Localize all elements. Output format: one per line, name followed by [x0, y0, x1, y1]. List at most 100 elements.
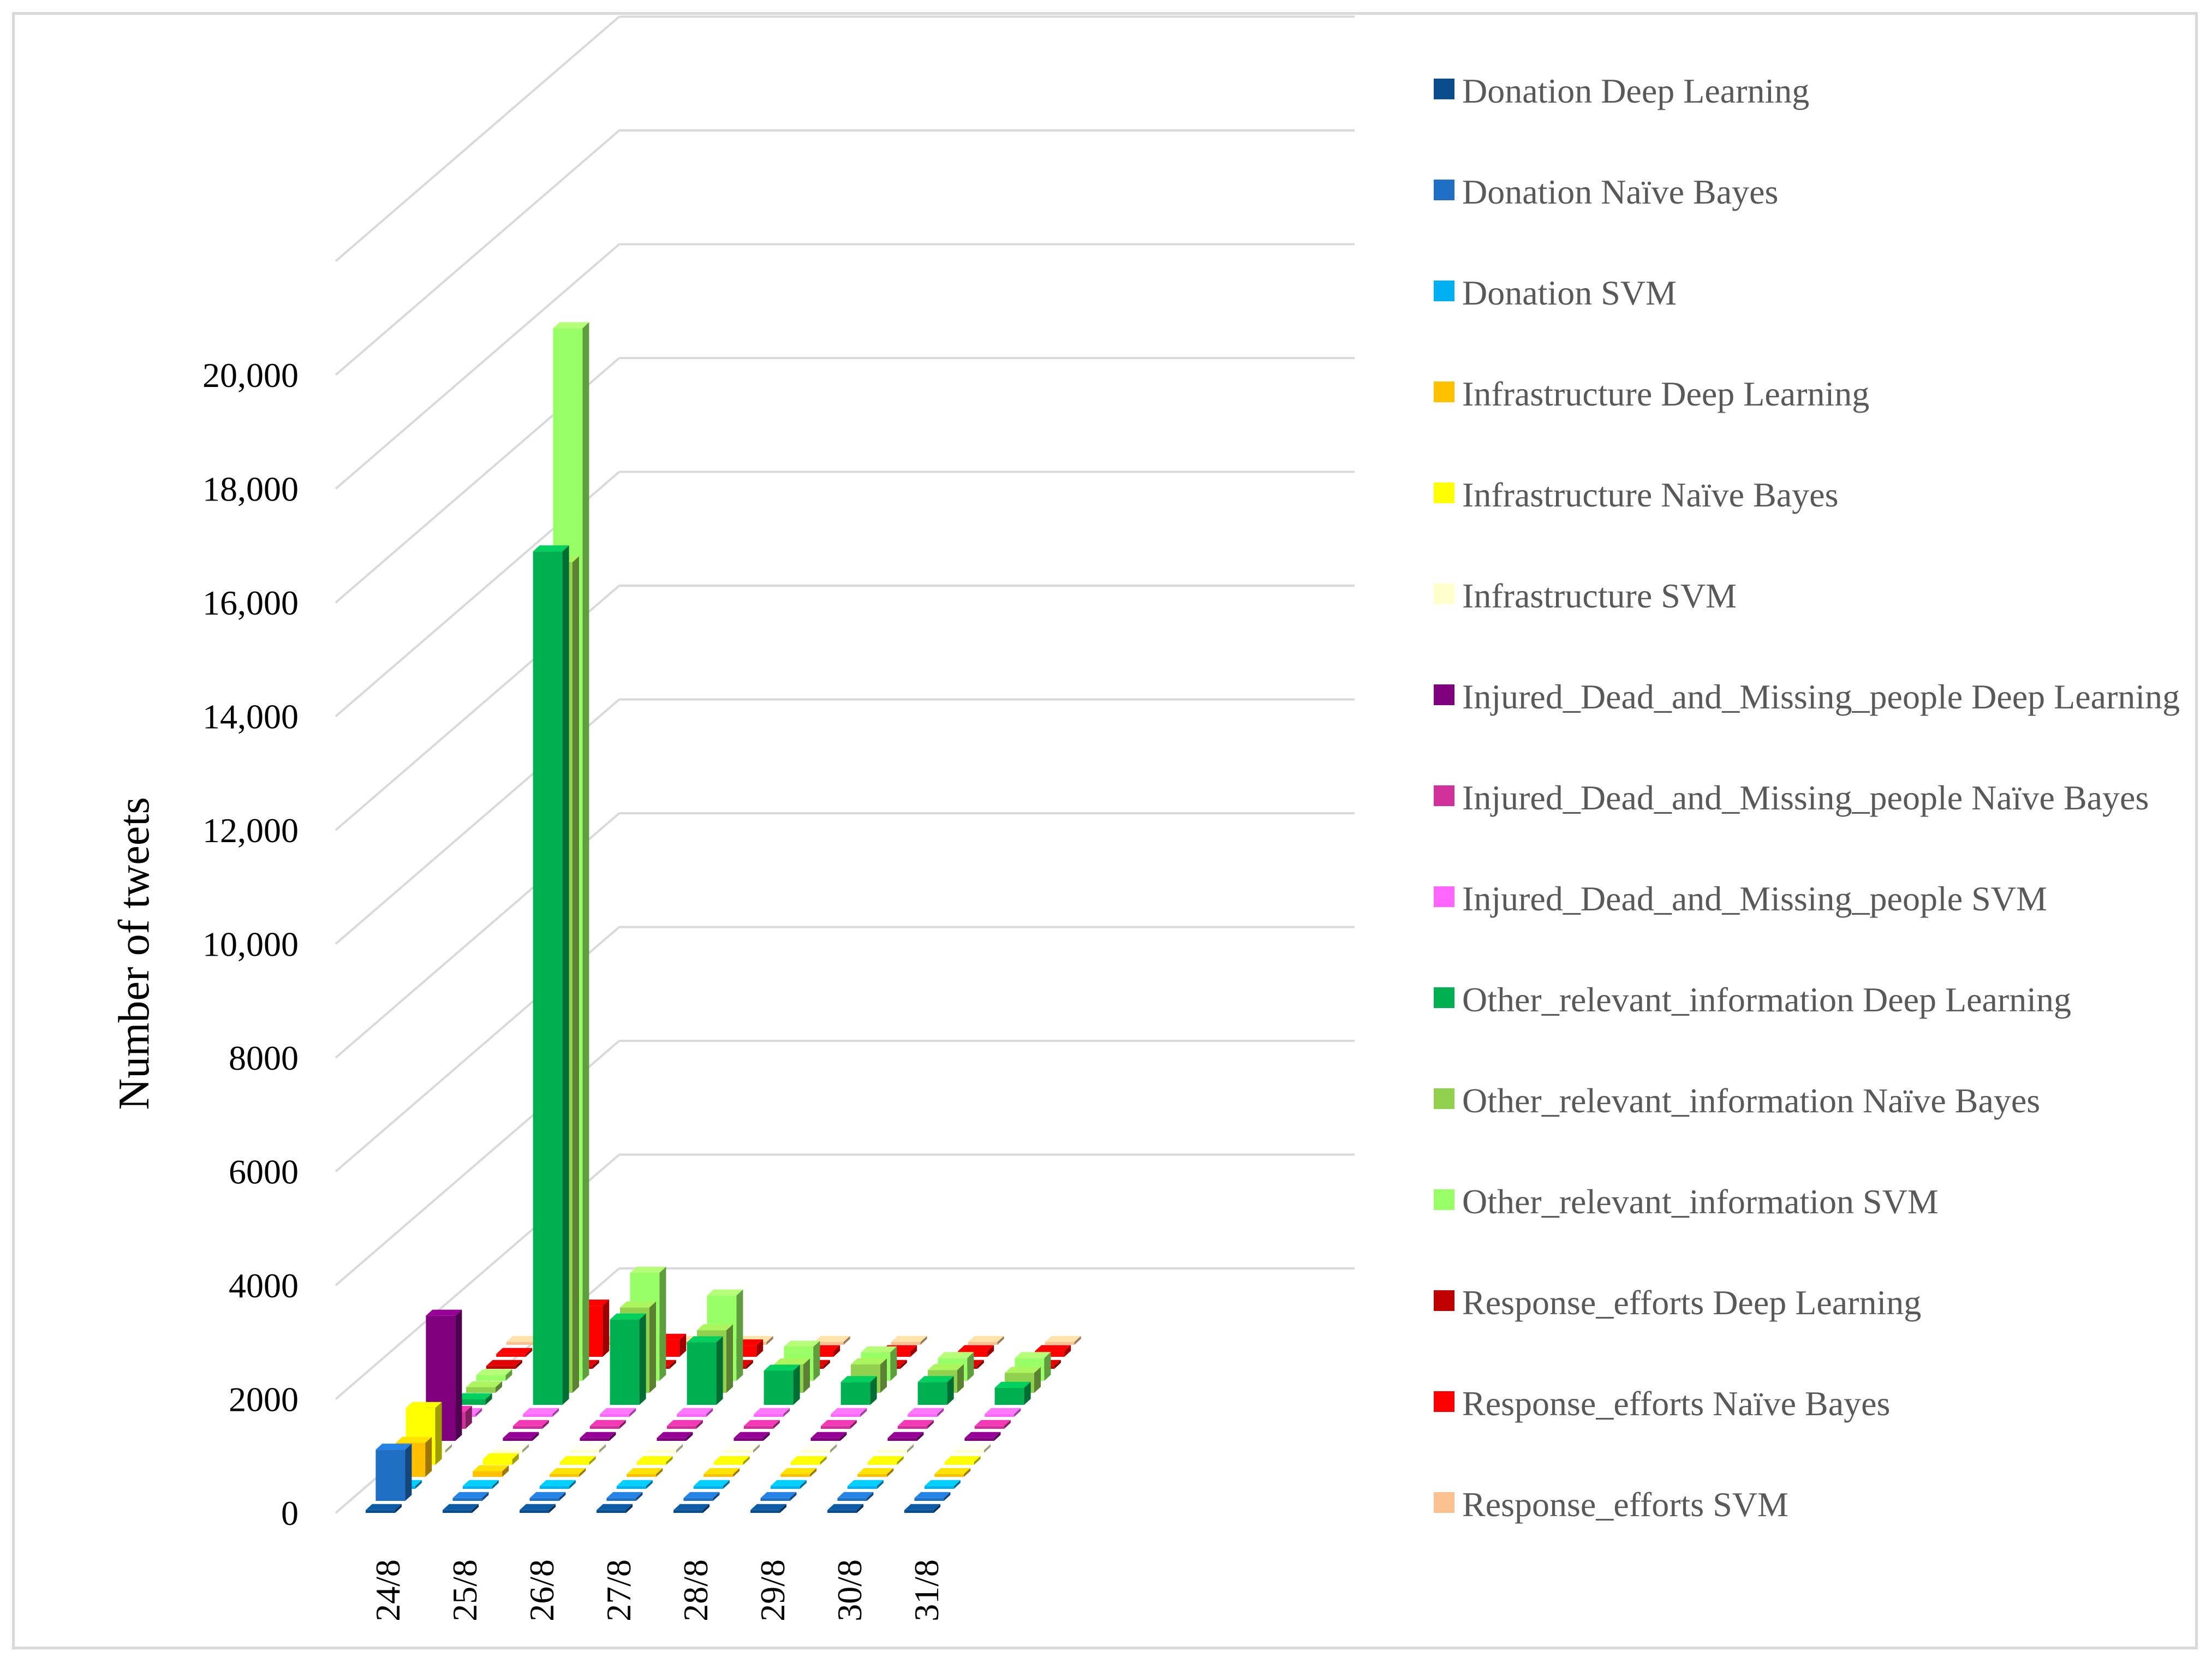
bar-top-face	[944, 1456, 981, 1462]
bar	[559, 1456, 596, 1465]
bar-front-face	[934, 1474, 964, 1477]
bar-front-face	[790, 1462, 820, 1465]
bar-side-face	[405, 1444, 412, 1501]
bar	[914, 1492, 951, 1501]
bar-front-face	[512, 1426, 542, 1429]
bar-top-face	[831, 1408, 867, 1414]
bar	[814, 1336, 850, 1345]
bar-top-face	[570, 1444, 606, 1450]
bar-front-face	[476, 1375, 506, 1381]
bar-top-face	[820, 1420, 857, 1426]
bar-side-face	[636, 1492, 643, 1501]
bar-top-face	[677, 1408, 713, 1414]
bar-side-face	[984, 1444, 991, 1453]
bar-top-face	[801, 1444, 837, 1450]
bar-front-face	[486, 1366, 516, 1369]
bar	[790, 1456, 827, 1465]
bar-front-face	[924, 1486, 954, 1489]
bar-top-face	[1005, 1367, 1041, 1373]
bar	[760, 1492, 797, 1501]
bar-side-face	[820, 1456, 827, 1465]
bar-top-face	[770, 1480, 807, 1486]
bar-side-face	[833, 1345, 840, 1357]
bar-side-face	[803, 1358, 810, 1393]
bar-front-face	[580, 1438, 610, 1441]
bar-front-face	[814, 1342, 844, 1345]
bar-front-face	[366, 1510, 395, 1513]
bars	[366, 322, 1081, 1513]
legend-swatch	[1434, 1492, 1454, 1513]
bar-front-face	[606, 1498, 636, 1501]
bar-side-face	[910, 1345, 917, 1357]
legend-item: Injured_Dead_and_Missing_people Naïve Ba…	[1434, 773, 2193, 822]
bar	[589, 1420, 626, 1429]
bar-front-face	[482, 1459, 512, 1465]
bar-side-face	[736, 1289, 743, 1381]
x-tick-label: 24/8	[368, 1559, 407, 1622]
bar-side-face	[619, 1420, 626, 1429]
bar-front-face	[466, 1387, 496, 1393]
bar-side-face	[907, 1444, 914, 1453]
bar-front-face	[550, 1474, 580, 1477]
bar-front-face	[857, 1474, 887, 1477]
bar-side-face	[947, 1376, 954, 1405]
bar-top-face	[878, 1444, 914, 1450]
legend-swatch	[1434, 1391, 1454, 1412]
bar-side-face	[953, 1480, 961, 1489]
bar	[703, 1468, 740, 1477]
bar-front-face	[456, 1399, 486, 1405]
bar-side-face	[823, 1360, 830, 1369]
bar	[955, 1444, 991, 1453]
bar	[897, 1420, 934, 1429]
bar-side-face	[445, 1444, 452, 1453]
bar	[827, 1504, 863, 1513]
bar-side-face	[579, 1468, 586, 1477]
bar-side-face	[569, 1480, 576, 1489]
legend-label: Donation Naïve Bayes	[1462, 172, 1779, 211]
bar-top-face	[827, 1504, 863, 1510]
bar-front-face	[1045, 1342, 1075, 1345]
legend-swatch	[1434, 79, 1454, 99]
bar	[366, 1504, 402, 1513]
bar-front-face	[754, 1414, 784, 1417]
bar-side-face	[1034, 1367, 1041, 1393]
bar-side-face	[515, 1360, 522, 1369]
bar-side-face	[502, 1465, 509, 1477]
bar-side-face	[766, 1336, 773, 1345]
legend-label: Other_relevant_information SVM	[1462, 1182, 1939, 1221]
bar-top-face	[887, 1432, 924, 1438]
bar-top-face	[784, 1340, 820, 1347]
bar-side-face	[723, 1480, 730, 1489]
bar-front-face	[503, 1438, 533, 1441]
bar-front-face	[452, 1498, 482, 1501]
bar-side-face	[496, 1381, 502, 1393]
bar-side-face	[810, 1468, 817, 1477]
bar	[801, 1444, 837, 1453]
legend-label: Other_relevant_information Deep Learning	[1462, 980, 2071, 1019]
bar-side-face	[743, 1456, 750, 1465]
bar	[597, 1504, 633, 1513]
bar-top-face	[904, 1504, 940, 1510]
bar-top-face	[760, 1492, 797, 1498]
bar-front-face	[955, 1450, 984, 1453]
bar-side-face	[1024, 1381, 1031, 1405]
bar-front-face	[837, 1498, 867, 1501]
bar	[677, 1408, 713, 1417]
bar-side-face	[542, 1420, 549, 1429]
bar-top-face	[375, 1444, 412, 1450]
bar	[462, 1480, 499, 1489]
legend-item: Other_relevant_information SVM	[1434, 1177, 2193, 1226]
legend-label: Injured_Dead_and_Missing_people Naïve Ba…	[1462, 778, 2149, 817]
bar-front-face	[801, 1450, 830, 1453]
bar-side-face	[783, 1408, 790, 1417]
bar-front-face	[683, 1498, 713, 1501]
bar-front-face	[985, 1414, 1015, 1417]
bar-top-face	[968, 1336, 1004, 1342]
legend-item: Infrastructure SVM	[1434, 571, 2193, 621]
legend-swatch	[1434, 987, 1454, 1008]
bar-side-face	[526, 1348, 533, 1357]
bar-side-face	[713, 1492, 720, 1501]
legend-swatch	[1434, 482, 1454, 503]
bar	[512, 1420, 549, 1429]
bar-side-face	[716, 1336, 723, 1405]
